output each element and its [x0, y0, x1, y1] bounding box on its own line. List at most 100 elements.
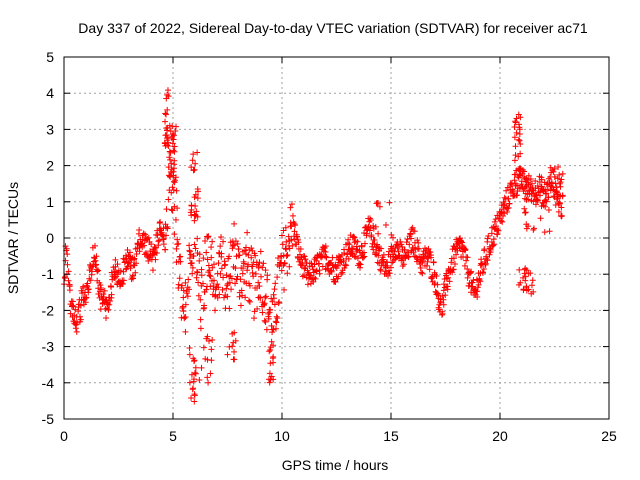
data-point: [194, 195, 201, 202]
data-point: [155, 238, 162, 245]
data-point: [263, 326, 270, 333]
data-point: [114, 261, 121, 268]
data-point: [163, 111, 170, 118]
data-point: [322, 266, 329, 273]
data-point: [264, 272, 271, 279]
data-point: [133, 260, 140, 267]
data-point: [431, 280, 438, 287]
data-point: [268, 338, 275, 345]
data-point: [195, 279, 202, 286]
data-point: [528, 290, 535, 297]
data-point: [103, 314, 110, 321]
data-point: [108, 284, 115, 291]
data-point: [284, 270, 291, 277]
data-point: [361, 240, 368, 247]
data-point: [167, 168, 174, 175]
data-point: [194, 269, 201, 276]
data-point: [428, 254, 435, 261]
data-point: [439, 293, 446, 300]
data-point: [93, 261, 100, 268]
data-point: [172, 174, 179, 181]
data-point: [194, 149, 201, 156]
data-point: [512, 152, 519, 159]
data-point: [163, 232, 170, 239]
data-point: [378, 245, 385, 252]
data-point: [77, 302, 84, 309]
y-tick-label: -1: [42, 266, 55, 282]
data-point: [538, 183, 545, 190]
data-point: [100, 293, 107, 300]
data-point: [194, 213, 201, 220]
data-point: [375, 252, 382, 259]
data-point: [415, 245, 422, 252]
data-point: [169, 140, 176, 147]
data-point: [174, 236, 181, 243]
data-point: [528, 180, 535, 187]
data-point: [218, 265, 225, 272]
data-point: [170, 147, 177, 154]
data-point: [530, 226, 537, 233]
data-point: [174, 205, 181, 212]
data-point: [268, 322, 275, 329]
data-point: [551, 165, 558, 172]
data-point: [491, 241, 498, 248]
data-point: [151, 244, 158, 251]
data-point: [439, 310, 446, 317]
data-point: [395, 248, 402, 255]
data-point: [545, 194, 552, 201]
data-point: [222, 261, 229, 268]
data-point: [287, 204, 294, 211]
data-point: [482, 260, 489, 267]
data-point: [136, 227, 143, 234]
data-point: [289, 242, 296, 249]
data-point: [559, 170, 566, 177]
data-point: [522, 209, 529, 216]
data-point: [480, 265, 487, 272]
data-point: [228, 275, 235, 282]
data-point: [301, 256, 308, 263]
data-point: [492, 216, 499, 223]
data-point: [191, 358, 198, 365]
data-point: [257, 248, 264, 255]
data-point: [448, 259, 455, 266]
data-point: [334, 262, 341, 269]
data-point: [527, 270, 534, 277]
data-point: [173, 123, 180, 130]
data-point: [214, 294, 221, 301]
data-point: [164, 106, 171, 113]
data-point: [77, 313, 84, 320]
data-point: [203, 286, 210, 293]
data-point: [245, 251, 252, 258]
data-point: [452, 261, 458, 268]
data-point: [208, 244, 215, 251]
data-point: [186, 255, 193, 262]
data-point: [163, 95, 170, 102]
data-point: [498, 209, 505, 216]
data-point: [107, 298, 114, 305]
data-point: [195, 292, 202, 299]
data-point: [322, 243, 329, 250]
data-point: [501, 200, 508, 207]
data-point: [376, 203, 383, 210]
data-point: [538, 176, 545, 183]
data-point: [552, 201, 559, 208]
data-point: [367, 216, 374, 223]
data-point: [474, 288, 481, 295]
data-point: [205, 262, 212, 269]
data-point: [495, 227, 502, 234]
data-point: [241, 260, 248, 267]
data-point: [523, 221, 530, 228]
data-point: [375, 200, 382, 207]
data-point: [82, 299, 89, 306]
data-point: [484, 235, 491, 242]
data-point: [140, 230, 147, 237]
data-point: [440, 287, 447, 294]
data-point: [106, 301, 113, 308]
data-point: [190, 151, 197, 158]
data-point: [234, 240, 241, 247]
data-point: [182, 301, 189, 308]
data-point: [406, 241, 413, 248]
y-tick-label: 4: [46, 85, 54, 101]
data-point: [168, 166, 175, 173]
